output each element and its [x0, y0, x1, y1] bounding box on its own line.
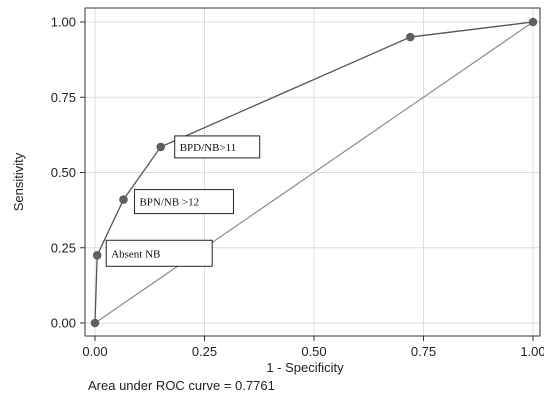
y-axis: 0.00 0.25 0.50 0.75 1.00 [51, 15, 85, 331]
y-tick-label: 1.00 [51, 15, 76, 30]
x-tick-label: 0.00 [82, 344, 107, 359]
roc-point [156, 142, 165, 152]
x-tick-label: 0.75 [411, 344, 436, 359]
annotation-label: BPN/NB >12 [139, 197, 199, 209]
x-axis: 0.00 0.25 0.50 0.75 1.00 [82, 336, 544, 359]
annotation-box [105, 239, 213, 267]
roc-point [92, 250, 102, 260]
reference-diagonal [94, 21, 534, 324]
roc-point [528, 17, 538, 27]
y-tick-label: 0.00 [51, 316, 76, 331]
roc-curve-line [94, 21, 534, 324]
roc-point [90, 318, 100, 328]
annotation-label: BPD/NB>11 [180, 142, 237, 154]
y-axis-title: Sensitivity [11, 152, 26, 211]
annotation-box [174, 135, 261, 159]
annotation-box [133, 189, 234, 215]
roc-markers [90, 17, 538, 328]
grid [85, 8, 540, 336]
y-tick-label: 0.75 [51, 90, 76, 105]
auc-caption: Area under ROC curve = 0.7761 [88, 378, 275, 393]
x-tick-label: 0.50 [301, 344, 326, 359]
y-tick-label: 0.25 [51, 240, 76, 255]
y-tick-label: 0.50 [51, 165, 76, 180]
annotation-label: Absent NB [111, 248, 160, 260]
roc-point [406, 32, 415, 42]
annotations: Absent NB BPN/NB >12 BPD/NB>11 [105, 135, 261, 267]
x-tick-label: 0.25 [192, 344, 217, 359]
roc-point [119, 195, 128, 204]
x-tick-label: 1.00 [520, 344, 544, 359]
x-axis-title: 1 - Specificity [266, 360, 344, 375]
